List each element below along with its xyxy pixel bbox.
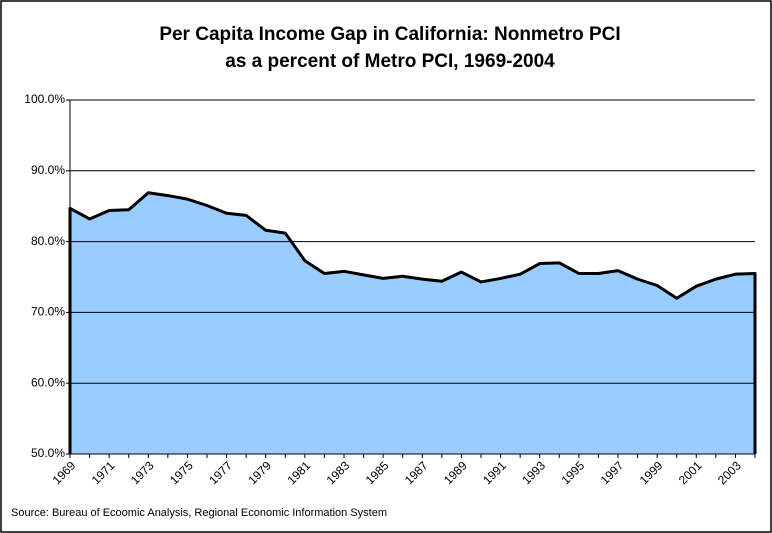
area-outline xyxy=(68,191,757,454)
y-tick-label: 50.0% xyxy=(31,446,65,460)
y-tick-label: 100.0% xyxy=(24,92,65,106)
chart-title: Per Capita Income Gap in California: Non… xyxy=(159,24,620,45)
chart-title: as a percent of Metro PCI, 1969-2004 xyxy=(225,51,555,72)
y-tick-label: 70.0% xyxy=(31,305,65,319)
y-tick-label: 60.0% xyxy=(31,375,65,389)
area xyxy=(70,192,755,455)
y-tick-label: 90.0% xyxy=(31,163,65,177)
y-tick-label: 80.0% xyxy=(31,234,65,248)
source-note: Source: Bureau of Ecoomic Analysis, Regi… xyxy=(11,507,387,519)
